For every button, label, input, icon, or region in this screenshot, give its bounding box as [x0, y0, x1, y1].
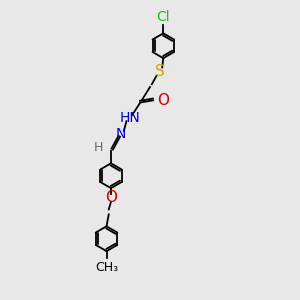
Text: N: N — [116, 127, 126, 141]
Text: H: H — [94, 141, 103, 154]
Text: O: O — [105, 190, 117, 206]
Text: Cl: Cl — [157, 11, 170, 25]
Text: O: O — [157, 93, 169, 108]
Text: S: S — [155, 64, 165, 79]
Text: HN: HN — [120, 111, 141, 125]
Text: CH₃: CH₃ — [95, 261, 118, 274]
